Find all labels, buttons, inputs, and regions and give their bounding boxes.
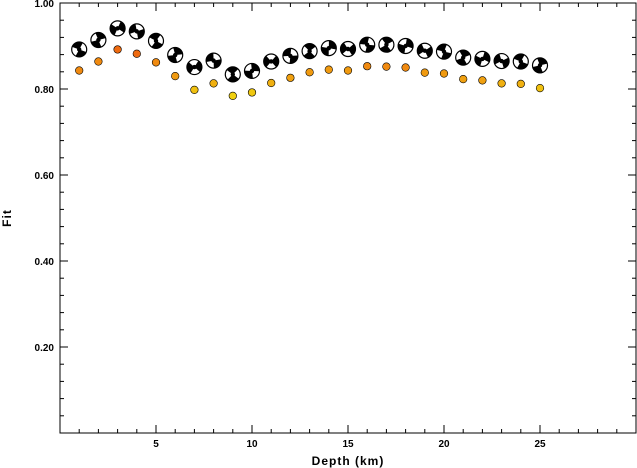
fit-point <box>439 69 449 78</box>
fit-point <box>382 62 391 71</box>
beachball-point <box>263 53 280 70</box>
fit-point <box>343 66 353 75</box>
fit-point <box>247 88 257 97</box>
beachball-point <box>531 57 549 74</box>
beachball-point <box>71 41 88 58</box>
axis-tick-labels: 5 10 15 20 25 0.20 0.40 0.60 0.80 1.00 <box>35 0 546 450</box>
beachball-point <box>167 46 184 64</box>
beachball-point <box>147 32 165 49</box>
axis-ticks <box>60 3 636 433</box>
fit-point <box>209 79 218 88</box>
beachball-point <box>397 37 414 55</box>
beachball-point <box>243 62 261 80</box>
y-tick-label: 0.80 <box>35 85 55 96</box>
x-tick-label: 15 <box>342 439 354 450</box>
fit-point <box>113 45 122 54</box>
fit-point <box>190 85 199 94</box>
beachball-point <box>416 42 433 59</box>
beachball-point <box>186 58 203 76</box>
y-axis-title: Fit <box>0 209 14 227</box>
x-tick-label: 20 <box>438 439 450 450</box>
beachball-point <box>205 52 222 69</box>
fit-point <box>228 91 237 100</box>
fit-point <box>151 58 161 67</box>
fit-point <box>132 49 141 58</box>
beachball-point <box>282 47 299 64</box>
beachball-point <box>339 40 357 58</box>
beachball-point <box>320 40 337 57</box>
x-tick-label: 5 <box>153 439 159 450</box>
beachball-point <box>512 53 529 70</box>
fit-point <box>459 75 468 84</box>
x-tick-label: 25 <box>534 439 546 450</box>
fit-point <box>94 57 103 66</box>
fit-point <box>516 79 525 88</box>
beachball-point <box>474 50 491 68</box>
beachball-point <box>493 52 510 70</box>
beachball-point <box>435 43 453 60</box>
y-tick-label: 0.20 <box>35 343 55 354</box>
fit-point <box>363 62 372 71</box>
y-tick-label: 0.40 <box>35 257 55 268</box>
fit-point <box>420 68 429 77</box>
data-marks <box>71 20 549 100</box>
fit-point <box>478 76 487 85</box>
fit-point <box>267 78 276 88</box>
fit-point <box>535 84 545 93</box>
fit-point <box>305 68 314 77</box>
fit-point <box>497 79 506 88</box>
beachball-point <box>455 49 472 66</box>
fit-point <box>171 71 180 81</box>
fit-point <box>324 65 333 74</box>
y-tick-label: 1.00 <box>35 0 55 10</box>
beachball-point <box>359 36 376 53</box>
beachball-point <box>109 20 126 37</box>
x-tick-label: 10 <box>246 439 258 450</box>
fit-point <box>75 66 84 75</box>
beachball-point <box>90 31 107 49</box>
beachball-point <box>301 43 318 60</box>
beachball-point <box>378 36 395 53</box>
beachball-point <box>128 23 145 40</box>
x-axis-title: Depth (km) <box>312 454 385 468</box>
y-tick-label: 0.60 <box>35 171 55 182</box>
beachball-point <box>224 66 241 83</box>
fit-point <box>286 73 295 82</box>
fit-point <box>401 63 410 72</box>
